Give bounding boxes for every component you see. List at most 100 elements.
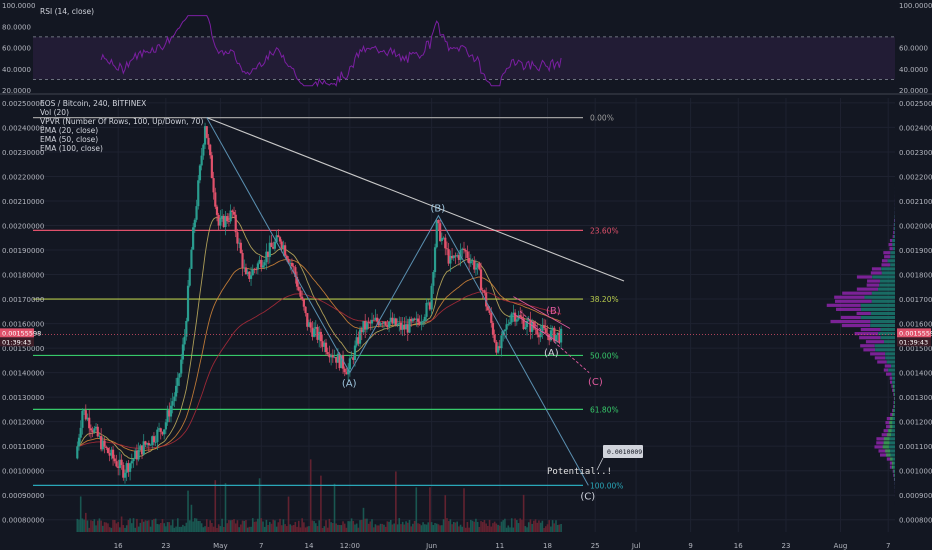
profile-bar-up	[886, 360, 895, 364]
candle-body	[287, 258, 290, 264]
time-tick-label: 18	[543, 542, 552, 550]
volume-bar	[209, 520, 211, 532]
wave-label-pink: (C)	[588, 377, 603, 388]
volume-bar	[265, 519, 268, 532]
candle-body	[512, 312, 515, 314]
candle-body	[466, 251, 469, 258]
fib-label: 50.00%	[590, 351, 619, 360]
rsi-band	[33, 36, 895, 80]
candle-body	[456, 255, 459, 257]
candle-body	[108, 453, 111, 456]
volume-bar	[214, 480, 217, 532]
profile-bar-down	[841, 323, 871, 328]
candle-body	[120, 459, 123, 466]
profile-bar-green	[887, 433, 892, 437]
price-tick-label: 0.00180000	[899, 272, 932, 280]
rsi-panel[interactable]: RSI (14, close) 100.0000 80.0000 60.0000 40…	[2, 2, 932, 95]
price-tick-label: 0.00160000	[2, 321, 44, 329]
volume-bar	[171, 519, 174, 532]
candle-body	[154, 441, 157, 443]
volume-bar	[430, 522, 433, 532]
candle-body	[435, 220, 438, 248]
candle-body	[302, 299, 305, 307]
volume-bar	[435, 523, 438, 532]
volume-bar	[173, 527, 176, 532]
price-tick-label: 0.00120000	[899, 419, 932, 427]
profile-bar-up	[889, 433, 895, 437]
profile-bar-down	[893, 226, 895, 231]
candle-body	[534, 328, 537, 330]
volume-bar	[556, 524, 559, 532]
price-panel[interactable]: 0.00% 23.60% 38.20% 50.00% 61.80% 100.00% (A)…	[0, 98, 932, 550]
candle-body	[129, 463, 132, 472]
candle-body	[188, 268, 191, 286]
volume-bar	[357, 527, 360, 532]
candle-body	[268, 242, 271, 257]
volume-bar	[175, 526, 177, 532]
volume-bar	[410, 526, 412, 532]
volume-bar	[464, 527, 467, 532]
candle-body	[411, 318, 414, 322]
candle-body	[76, 446, 79, 459]
volume-bar	[405, 521, 407, 532]
volume-bar	[529, 519, 532, 532]
candle-body	[248, 271, 251, 279]
volume-bar	[522, 494, 525, 532]
profile-bar-down	[870, 271, 882, 275]
profile-bar-up	[887, 449, 895, 453]
volume-bar	[437, 524, 440, 532]
candle-body	[473, 260, 476, 270]
candle-body	[544, 328, 547, 334]
candle-body	[522, 318, 525, 329]
candle-body	[91, 430, 94, 433]
volume-bar	[282, 519, 285, 532]
volume-bar	[337, 524, 339, 532]
volume-bar	[415, 487, 418, 532]
candle-body	[507, 323, 510, 325]
profile-bar-up	[893, 412, 895, 417]
volume-bar	[548, 520, 550, 532]
candle-body	[503, 329, 506, 332]
candle-body	[445, 248, 449, 250]
candle-body	[212, 178, 215, 193]
volume-bar	[476, 521, 479, 532]
profile-bar-down	[881, 259, 888, 263]
candle-body	[357, 337, 360, 344]
candle-body	[382, 321, 386, 324]
candle-body	[227, 221, 231, 222]
profile-bar-down	[890, 412, 894, 417]
countdown-value: 01:39:43	[2, 338, 31, 346]
profile-bar-up	[880, 336, 895, 340]
candle-body	[362, 321, 365, 333]
volume-bar	[374, 524, 377, 532]
profile-bar-down	[892, 408, 894, 413]
candle-body	[488, 310, 491, 313]
candle-body	[529, 319, 532, 332]
volume-bar	[279, 518, 281, 532]
profile-bar-up	[883, 340, 895, 344]
volume-bar	[219, 526, 222, 532]
volume-bar	[192, 521, 194, 532]
volume-bar	[287, 496, 290, 532]
candle-body	[394, 318, 397, 326]
profile-bar-down	[885, 421, 890, 425]
price-tick-label: 0.00180000	[2, 272, 44, 280]
volume-bar	[76, 518, 79, 532]
candle-body	[444, 237, 447, 249]
candle-body	[117, 466, 120, 468]
candle-body	[408, 318, 411, 333]
volume-bar	[531, 523, 533, 532]
volume-bar	[78, 519, 80, 532]
volume-bar	[110, 527, 113, 532]
candle-body	[258, 259, 261, 264]
fibonacci-retracement[interactable]: 0.00% 23.60% 38.20% 50.00% 61.80% 100.00%	[33, 114, 623, 491]
profile-bar-up	[880, 327, 895, 332]
volume-bar	[413, 520, 416, 532]
candle-body	[384, 321, 387, 326]
volume-bar	[161, 519, 164, 532]
trend-drawings[interactable]: (A) (B) (C) (B) (A) (C) Potential..! 0.00100091	[206, 117, 646, 503]
profile-bar-green	[892, 412, 894, 417]
candle-body	[393, 318, 396, 324]
candle-body	[137, 449, 140, 460]
